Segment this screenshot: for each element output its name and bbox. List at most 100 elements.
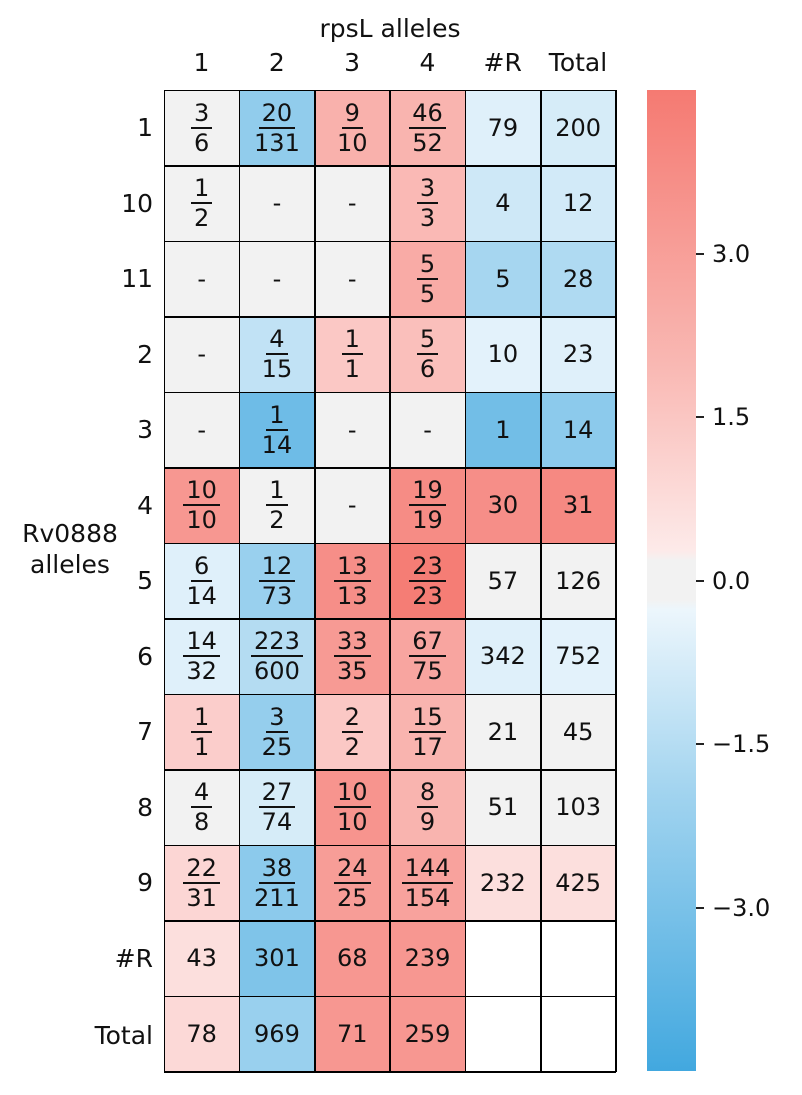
cell-fraction: 22 31 [183,854,220,912]
heatmap-cell: 67 75 [389,618,466,694]
cell-value: 239 [404,944,451,973]
fraction-denominator: 19 [412,506,443,535]
fraction-denominator: 14 [261,430,293,459]
y-axis-label: Rv0888 alleles [10,518,130,580]
heatmap-cell: 12 [540,165,616,241]
heatmap-cell: 38 211 [239,845,315,921]
cell-value: - [272,189,282,218]
cell-value: 5 [495,264,511,293]
cell-value: - [423,415,432,444]
cell-fraction: 20 131 [251,99,303,157]
fraction-numerator: 22 [183,854,220,884]
row-label: 1 [137,113,153,142]
cell-fraction: 1 14 [259,401,296,459]
fraction-numerator: 1 [266,401,288,431]
y-axis-label-line2: alleles [30,550,110,579]
fraction-denominator: 154 [404,883,451,912]
grid-line-horizontal [164,995,616,997]
fraction-denominator: 131 [254,128,300,157]
cell-fraction: 9 10 [334,99,371,157]
cell-value: 301 [254,944,300,973]
fraction-denominator: 1 [344,355,360,384]
colorbar-tick-label: −1.5 [712,730,771,758]
fraction-denominator: 8 [194,808,210,837]
heatmap-cell: 13 13 [314,543,390,619]
cell-fraction: 4 15 [259,325,296,383]
cell-value: 12 [562,189,594,218]
heatmap-cell: 23 [540,316,616,392]
cell-value: 71 [336,1019,368,1048]
colorbar-tick-label: 1.5 [712,403,751,431]
fraction-numerator: 8 [416,778,439,809]
fraction-numerator: 38 [258,854,296,884]
grid-line-vertical [314,90,316,1072]
fraction-denominator: 31 [186,883,217,912]
fraction-numerator: 14 [183,627,220,658]
heatmap-cell: 51 [465,769,541,845]
heatmap-cell: 223 600 [239,618,315,694]
row-label: #R [114,943,153,973]
fraction-denominator: 75 [412,657,443,686]
row-label: Total [94,1021,153,1050]
heatmap-cell: 27 74 [239,769,315,845]
heatmap-cell: 103 [540,769,616,845]
heatmap-cell: 30 [465,467,541,543]
cell-value: 342 [479,642,526,671]
cell-value: - [197,415,206,444]
cell-value: - [197,264,206,293]
cell-value: 126 [555,566,602,595]
fraction-denominator: 1 [194,732,210,761]
y-axis-label-line1: Rv0888 [22,519,118,548]
heatmap-cell: - [314,392,390,468]
cell-value: 31 [562,491,594,520]
heatmap-cell: - [164,392,240,468]
fraction-denominator: 17 [412,732,443,761]
heatmap-cell: 24 25 [314,845,390,921]
heatmap-cell: 43 [164,920,240,996]
cell-fraction: 23 23 [409,552,446,610]
heatmap-cell: 1 [465,392,541,468]
heatmap-cell: 45 [540,694,616,770]
heatmap-cell: 425 [540,845,616,921]
cell-fraction: 33 35 [333,627,371,685]
cell-value: 23 [562,340,594,369]
heatmap-cell: - [239,241,315,317]
row-label: 6 [137,641,153,671]
heatmap-cell: 20 131 [239,90,315,166]
grid-line-horizontal [164,89,616,91]
fraction-numerator: 27 [258,778,296,809]
grid-line-vertical [615,90,617,1072]
grid-line-horizontal [164,920,616,922]
cell-fraction: 38 211 [251,854,303,912]
heatmap-cell: 10 10 [164,467,240,543]
heatmap-cell [540,920,616,996]
heatmap-cell: 71 [314,996,390,1072]
heatmap-cell: 6 14 [164,543,240,619]
row-label: 4 [137,490,153,520]
colorbar-tick-label: −3.0 [712,893,771,922]
heatmap-cell: 12 73 [239,543,315,619]
cell-value: 79 [487,113,519,142]
heatmap-cell: 342 [465,618,541,694]
heatmap-cell: 5 [465,241,541,317]
grid-line-vertical [163,90,165,1072]
grid-line-horizontal [164,240,616,242]
cell-value: 57 [487,566,519,595]
heatmap-cell [465,996,541,1072]
fraction-denominator: 2 [344,732,360,761]
fraction-denominator: 32 [186,657,217,686]
heatmap-cell: - [314,241,390,317]
fraction-numerator: 1 [191,174,213,205]
